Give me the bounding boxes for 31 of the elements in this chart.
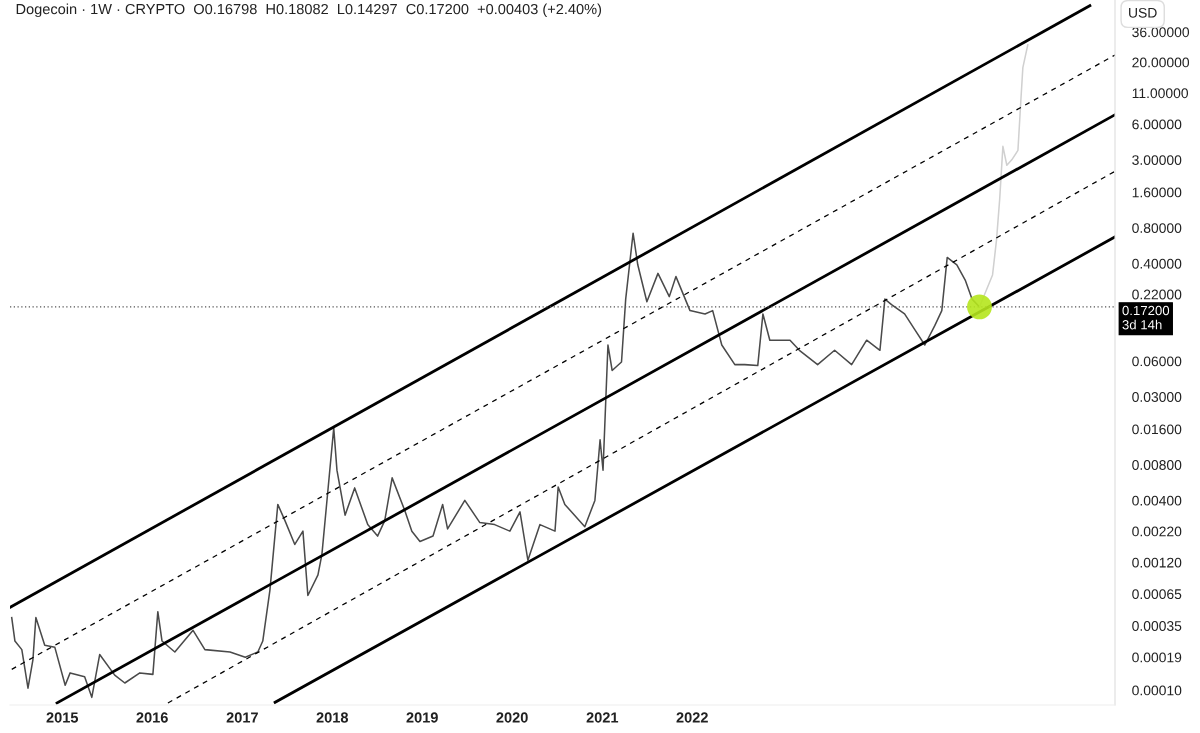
y-tick-label: 0.06000 [1132, 356, 1182, 367]
ref-line-label: 0.17200 3d 14h [1122, 305, 1170, 330]
y-tick-label: 0.00035 [1132, 621, 1182, 631]
y-tick-label: 0.00065 [1132, 589, 1182, 600]
y-tick-label: 0.22000 [1132, 289, 1182, 300]
y-tick-label: 20.00000 [1132, 57, 1190, 68]
y-tick-label: 0.00800 [1132, 460, 1182, 470]
y-tick-label: 0.00010 [1132, 685, 1182, 696]
x-tick-label: 2021 [586, 712, 619, 723]
x-tick-label: 2022 [676, 712, 708, 723]
x-tick-label: 2018 [316, 712, 349, 723]
y-tick-label: 0.40000 [1132, 258, 1182, 269]
y-tick-label: 11.00000 [1132, 88, 1189, 99]
y-tick-label: 0.01600 [1132, 424, 1182, 435]
y-tick-label: 36.00000 [1132, 27, 1190, 38]
x-tick-label: 2020 [496, 712, 528, 723]
y-tick-label: 6.00000 [1132, 119, 1182, 130]
y-tick-label: 0.00400 [1132, 495, 1182, 506]
x-tick-label: 2016 [136, 712, 168, 723]
y-tick-label: 0.03000 [1132, 392, 1182, 402]
y-tick-label: 0.00019 [1132, 652, 1182, 663]
y-tick-label: 0.00120 [1132, 557, 1182, 568]
text: USD [1129, 7, 1157, 18]
chart-title: Dogecoin · 1W · CRYPTO O0.16798 H0.18082 L0.14297 C0.17200 +0.00403 (+2.40%) [16, 3, 602, 18]
x-tick-label: 2017 [226, 712, 258, 723]
y-tick-label: 3.00000 [1132, 155, 1182, 165]
x-tick-label: 2019 [406, 712, 438, 723]
y-tick-label: 0.00220 [1132, 526, 1182, 537]
y-tick-label: 1.60000 [1132, 187, 1182, 198]
y-tick-label: 0.80000 [1132, 223, 1182, 233]
x-tick-label: 2015 [46, 712, 79, 723]
